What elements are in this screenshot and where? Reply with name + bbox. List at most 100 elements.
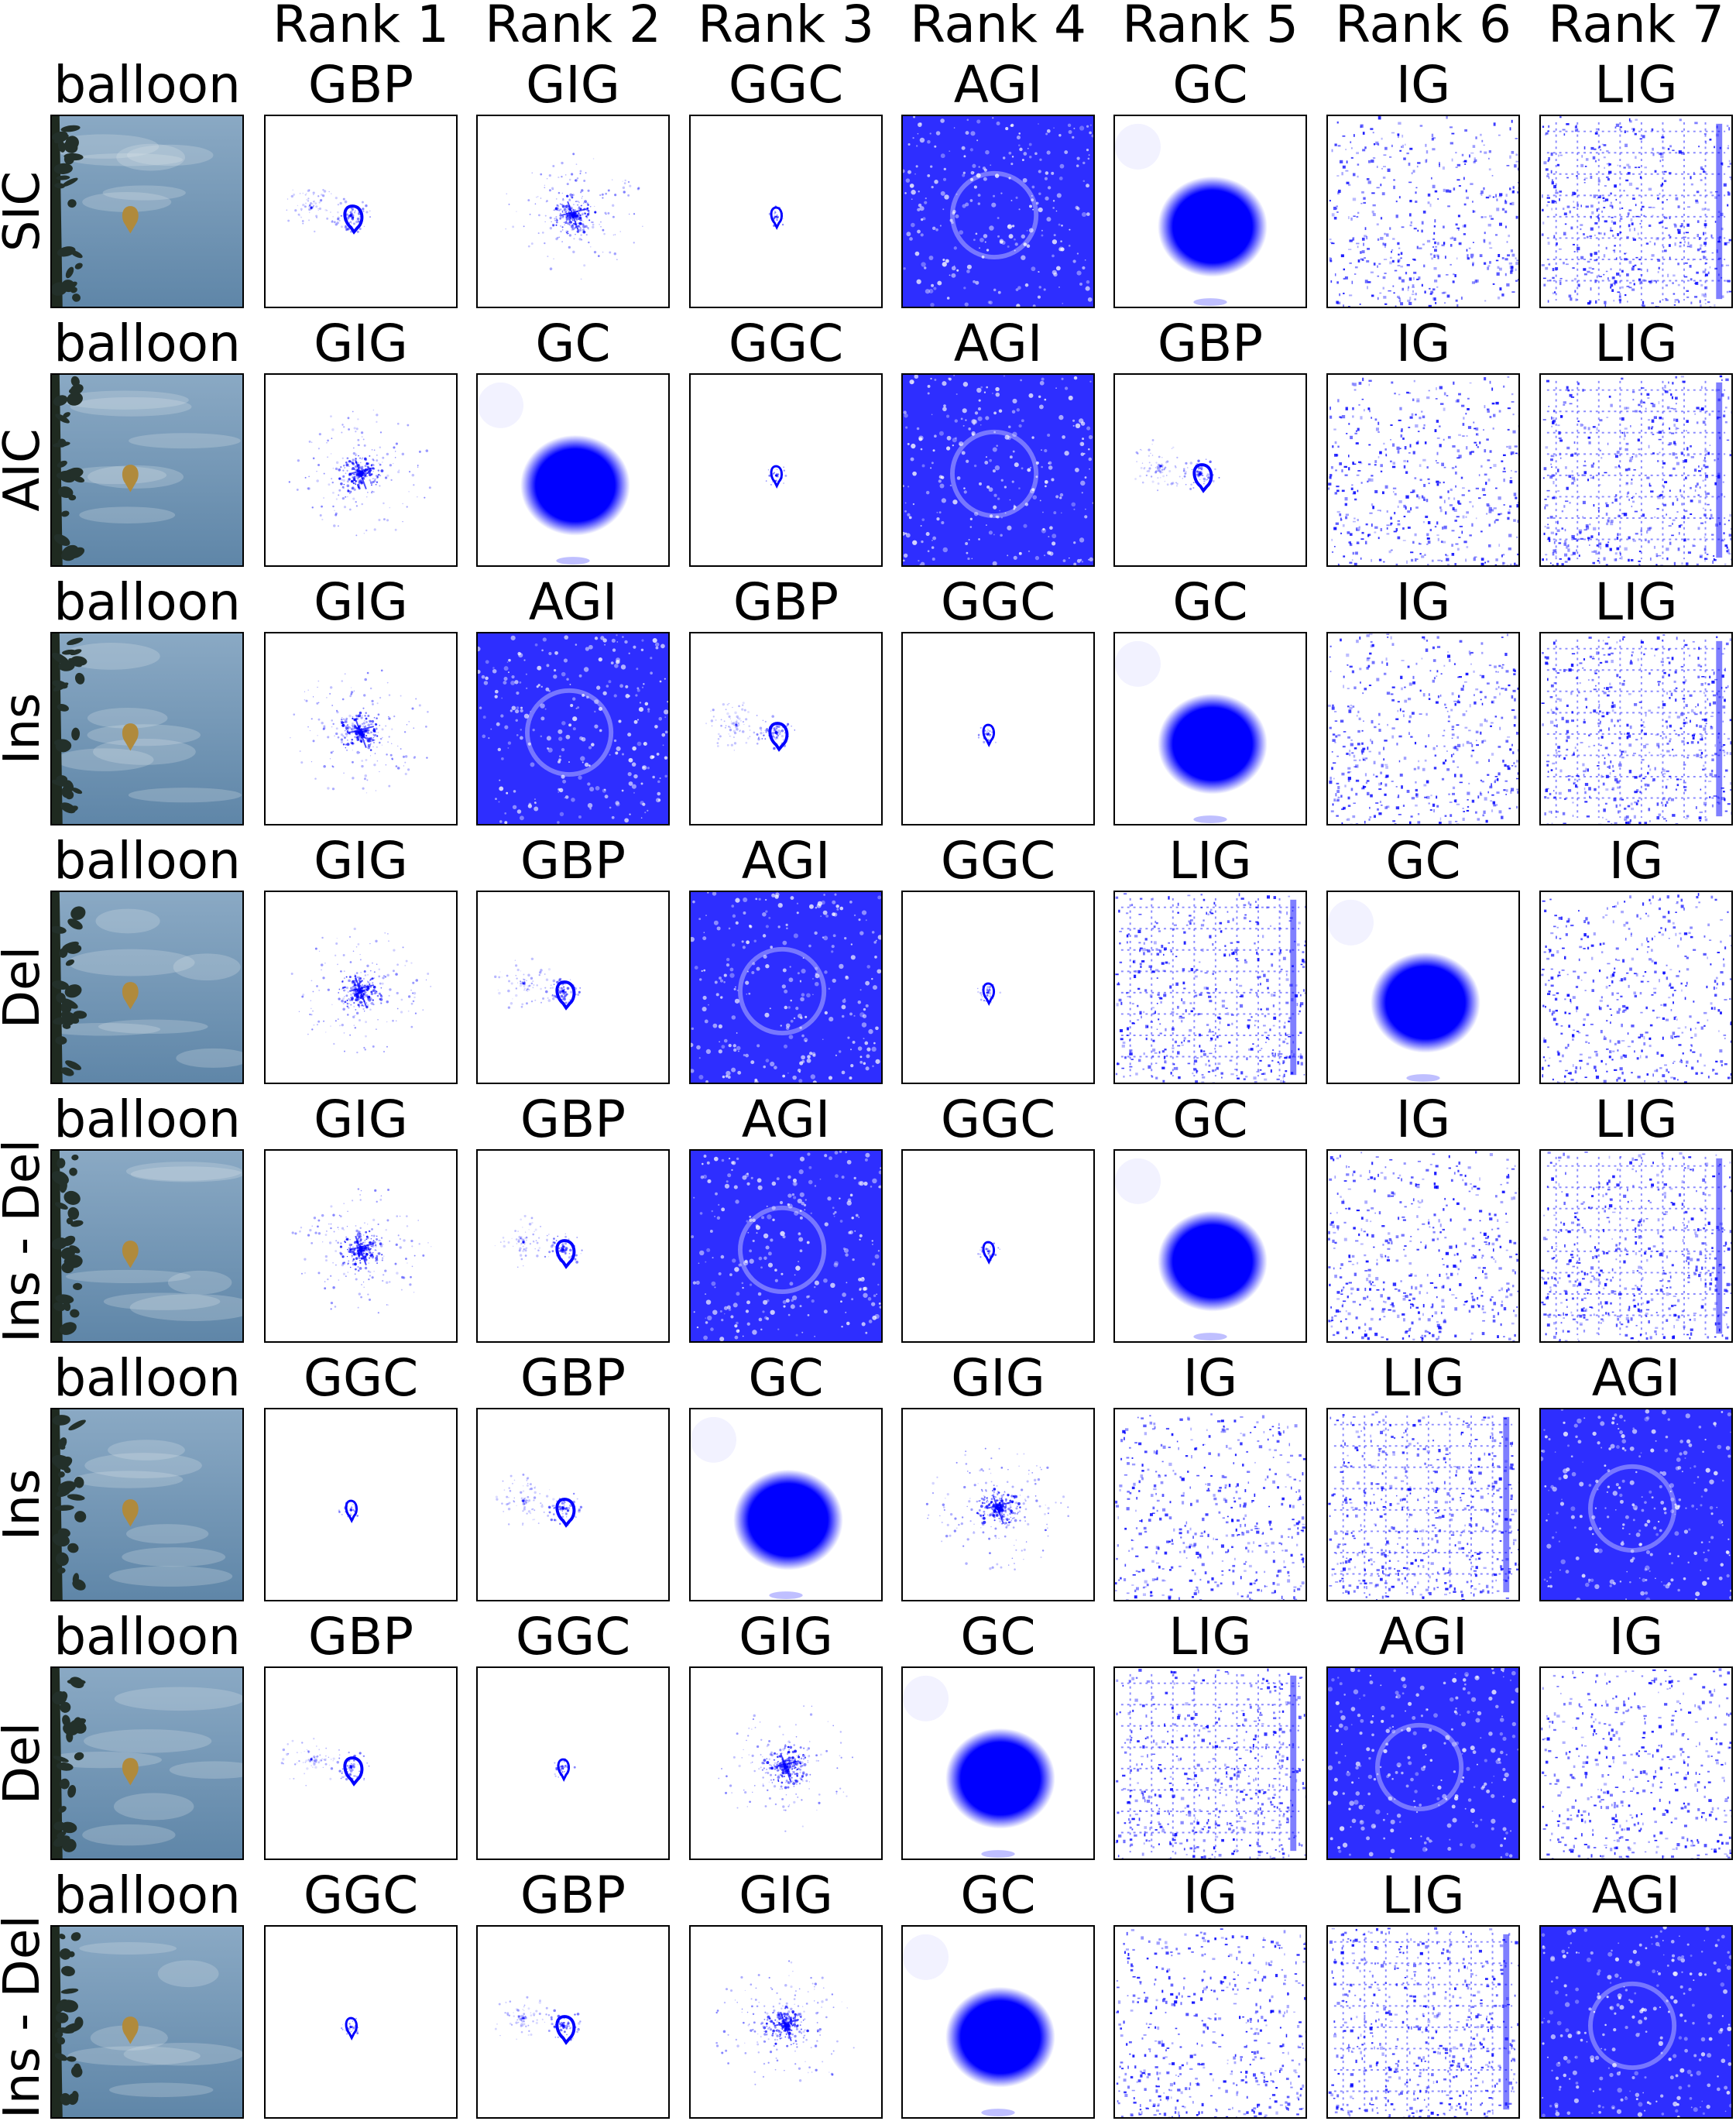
method-label: GBP [520, 1090, 626, 1149]
method-label: LIG [1168, 831, 1252, 891]
column-header-rank-1: Rank 1 [273, 0, 449, 54]
method-label: AGI [1591, 1865, 1681, 1925]
saliency-map-agi [1539, 1925, 1733, 2119]
method-label: GGC [940, 572, 1056, 632]
method-label: GC [960, 1865, 1036, 1925]
saliency-map-lig [1539, 1149, 1733, 1343]
method-label: GGC [303, 1348, 419, 1408]
saliency-map-gbp [264, 115, 458, 308]
method-label: GC [1385, 831, 1461, 891]
saliency-map-ig [1326, 1149, 1520, 1343]
saliency-map-lig [1539, 632, 1733, 825]
method-label: GGC [728, 55, 844, 115]
saliency-map-gig [689, 1666, 883, 1860]
saliency-map-agi [689, 891, 883, 1084]
saliency-map-lig [1326, 1925, 1520, 2119]
method-label: GC [960, 1607, 1036, 1666]
saliency-map-gc [1113, 115, 1307, 308]
saliency-map-gig [689, 1925, 883, 2119]
method-label: LIG [1381, 1348, 1465, 1408]
method-label: IG [1395, 1090, 1451, 1149]
image-class-label: balloon [53, 55, 241, 115]
method-label: AGI [741, 1090, 831, 1149]
method-label: GGC [940, 1090, 1056, 1149]
saliency-map-lig [1539, 115, 1733, 308]
balloon-photo [50, 1666, 244, 1860]
saliency-map-gbp [476, 1408, 670, 1601]
method-label: LIG [1594, 55, 1678, 115]
method-label: GBP [732, 572, 839, 632]
image-class-label: balloon [53, 1607, 241, 1666]
saliency-map-lig [1113, 1666, 1307, 1860]
method-label: GC [1172, 572, 1248, 632]
method-label: GIG [314, 572, 408, 632]
method-label: IG [1608, 831, 1664, 891]
saliency-map-ggc [689, 373, 883, 567]
method-label: LIG [1381, 1865, 1465, 1925]
column-header-rank-6: Rank 6 [1335, 0, 1511, 54]
column-header-rank-7: Rank 7 [1548, 0, 1724, 54]
balloon-photo [50, 891, 244, 1084]
method-label: IG [1182, 1865, 1238, 1925]
method-label: GIG [314, 314, 408, 373]
saliency-map-ig [1326, 373, 1520, 567]
saliency-map-agi [689, 1149, 883, 1343]
saliency-map-gbp [1113, 373, 1307, 567]
saliency-map-gc [1113, 1149, 1307, 1343]
saliency-map-ggc [264, 1925, 458, 2119]
balloon-photo [50, 1408, 244, 1601]
saliency-map-gc [476, 373, 670, 567]
method-label: IG [1608, 1607, 1664, 1666]
method-label: IG [1182, 1348, 1238, 1408]
image-class-label: balloon [53, 1348, 241, 1408]
method-label: GGC [303, 1865, 419, 1925]
method-label: GIG [314, 831, 408, 891]
saliency-map-lig [1326, 1408, 1520, 1601]
column-header-rank-5: Rank 5 [1122, 0, 1299, 54]
saliency-map-agi [1539, 1408, 1733, 1601]
saliency-map-agi [901, 373, 1095, 567]
saliency-map-gc [901, 1666, 1095, 1860]
row-metric-label: Ins - Del [0, 1915, 51, 2119]
saliency-map-lig [1113, 891, 1307, 1084]
balloon-photo [50, 1149, 244, 1343]
method-label: GBP [307, 55, 414, 115]
method-label: AGI [741, 831, 831, 891]
balloon-photo [50, 115, 244, 308]
row-metric-label: Ins [0, 1468, 51, 1541]
saliency-map-ig [1326, 115, 1520, 308]
saliency-map-ggc [689, 115, 883, 308]
column-header-rank-3: Rank 3 [698, 0, 874, 54]
column-header-rank-4: Rank 4 [910, 0, 1086, 54]
method-label: GC [1172, 55, 1248, 115]
image-class-label: balloon [53, 1090, 241, 1149]
method-label: GC [1172, 1090, 1248, 1149]
row-metric-label: Ins [0, 692, 51, 765]
saliency-map-gig [264, 891, 458, 1084]
image-class-label: balloon [53, 831, 241, 891]
row-metric-label: Del [0, 946, 51, 1029]
method-label: GIG [739, 1865, 833, 1925]
saliency-map-gc [1113, 632, 1307, 825]
saliency-map-ggc [901, 891, 1095, 1084]
saliency-map-gig [264, 1149, 458, 1343]
method-label: GGC [728, 314, 844, 373]
saliency-map-gbp [689, 632, 883, 825]
saliency-map-ig [1113, 1408, 1307, 1601]
method-label: AGI [953, 55, 1043, 115]
saliency-map-gc [1326, 891, 1520, 1084]
saliency-map-ig [1326, 632, 1520, 825]
method-label: IG [1395, 314, 1451, 373]
saliency-map-ggc [476, 1666, 670, 1860]
row-metric-label: AIC [0, 428, 51, 512]
row-metric-label: SIC [0, 170, 51, 252]
method-label: GBP [520, 1348, 626, 1408]
method-label: IG [1395, 572, 1451, 632]
saliency-map-ig [1539, 1666, 1733, 1860]
method-label: GGC [515, 1607, 631, 1666]
method-label: LIG [1594, 314, 1678, 373]
method-label: GC [535, 314, 611, 373]
method-label: AGI [1591, 1348, 1681, 1408]
method-label: GIG [314, 1090, 408, 1149]
row-metric-label: Ins - Del [0, 1139, 51, 1343]
